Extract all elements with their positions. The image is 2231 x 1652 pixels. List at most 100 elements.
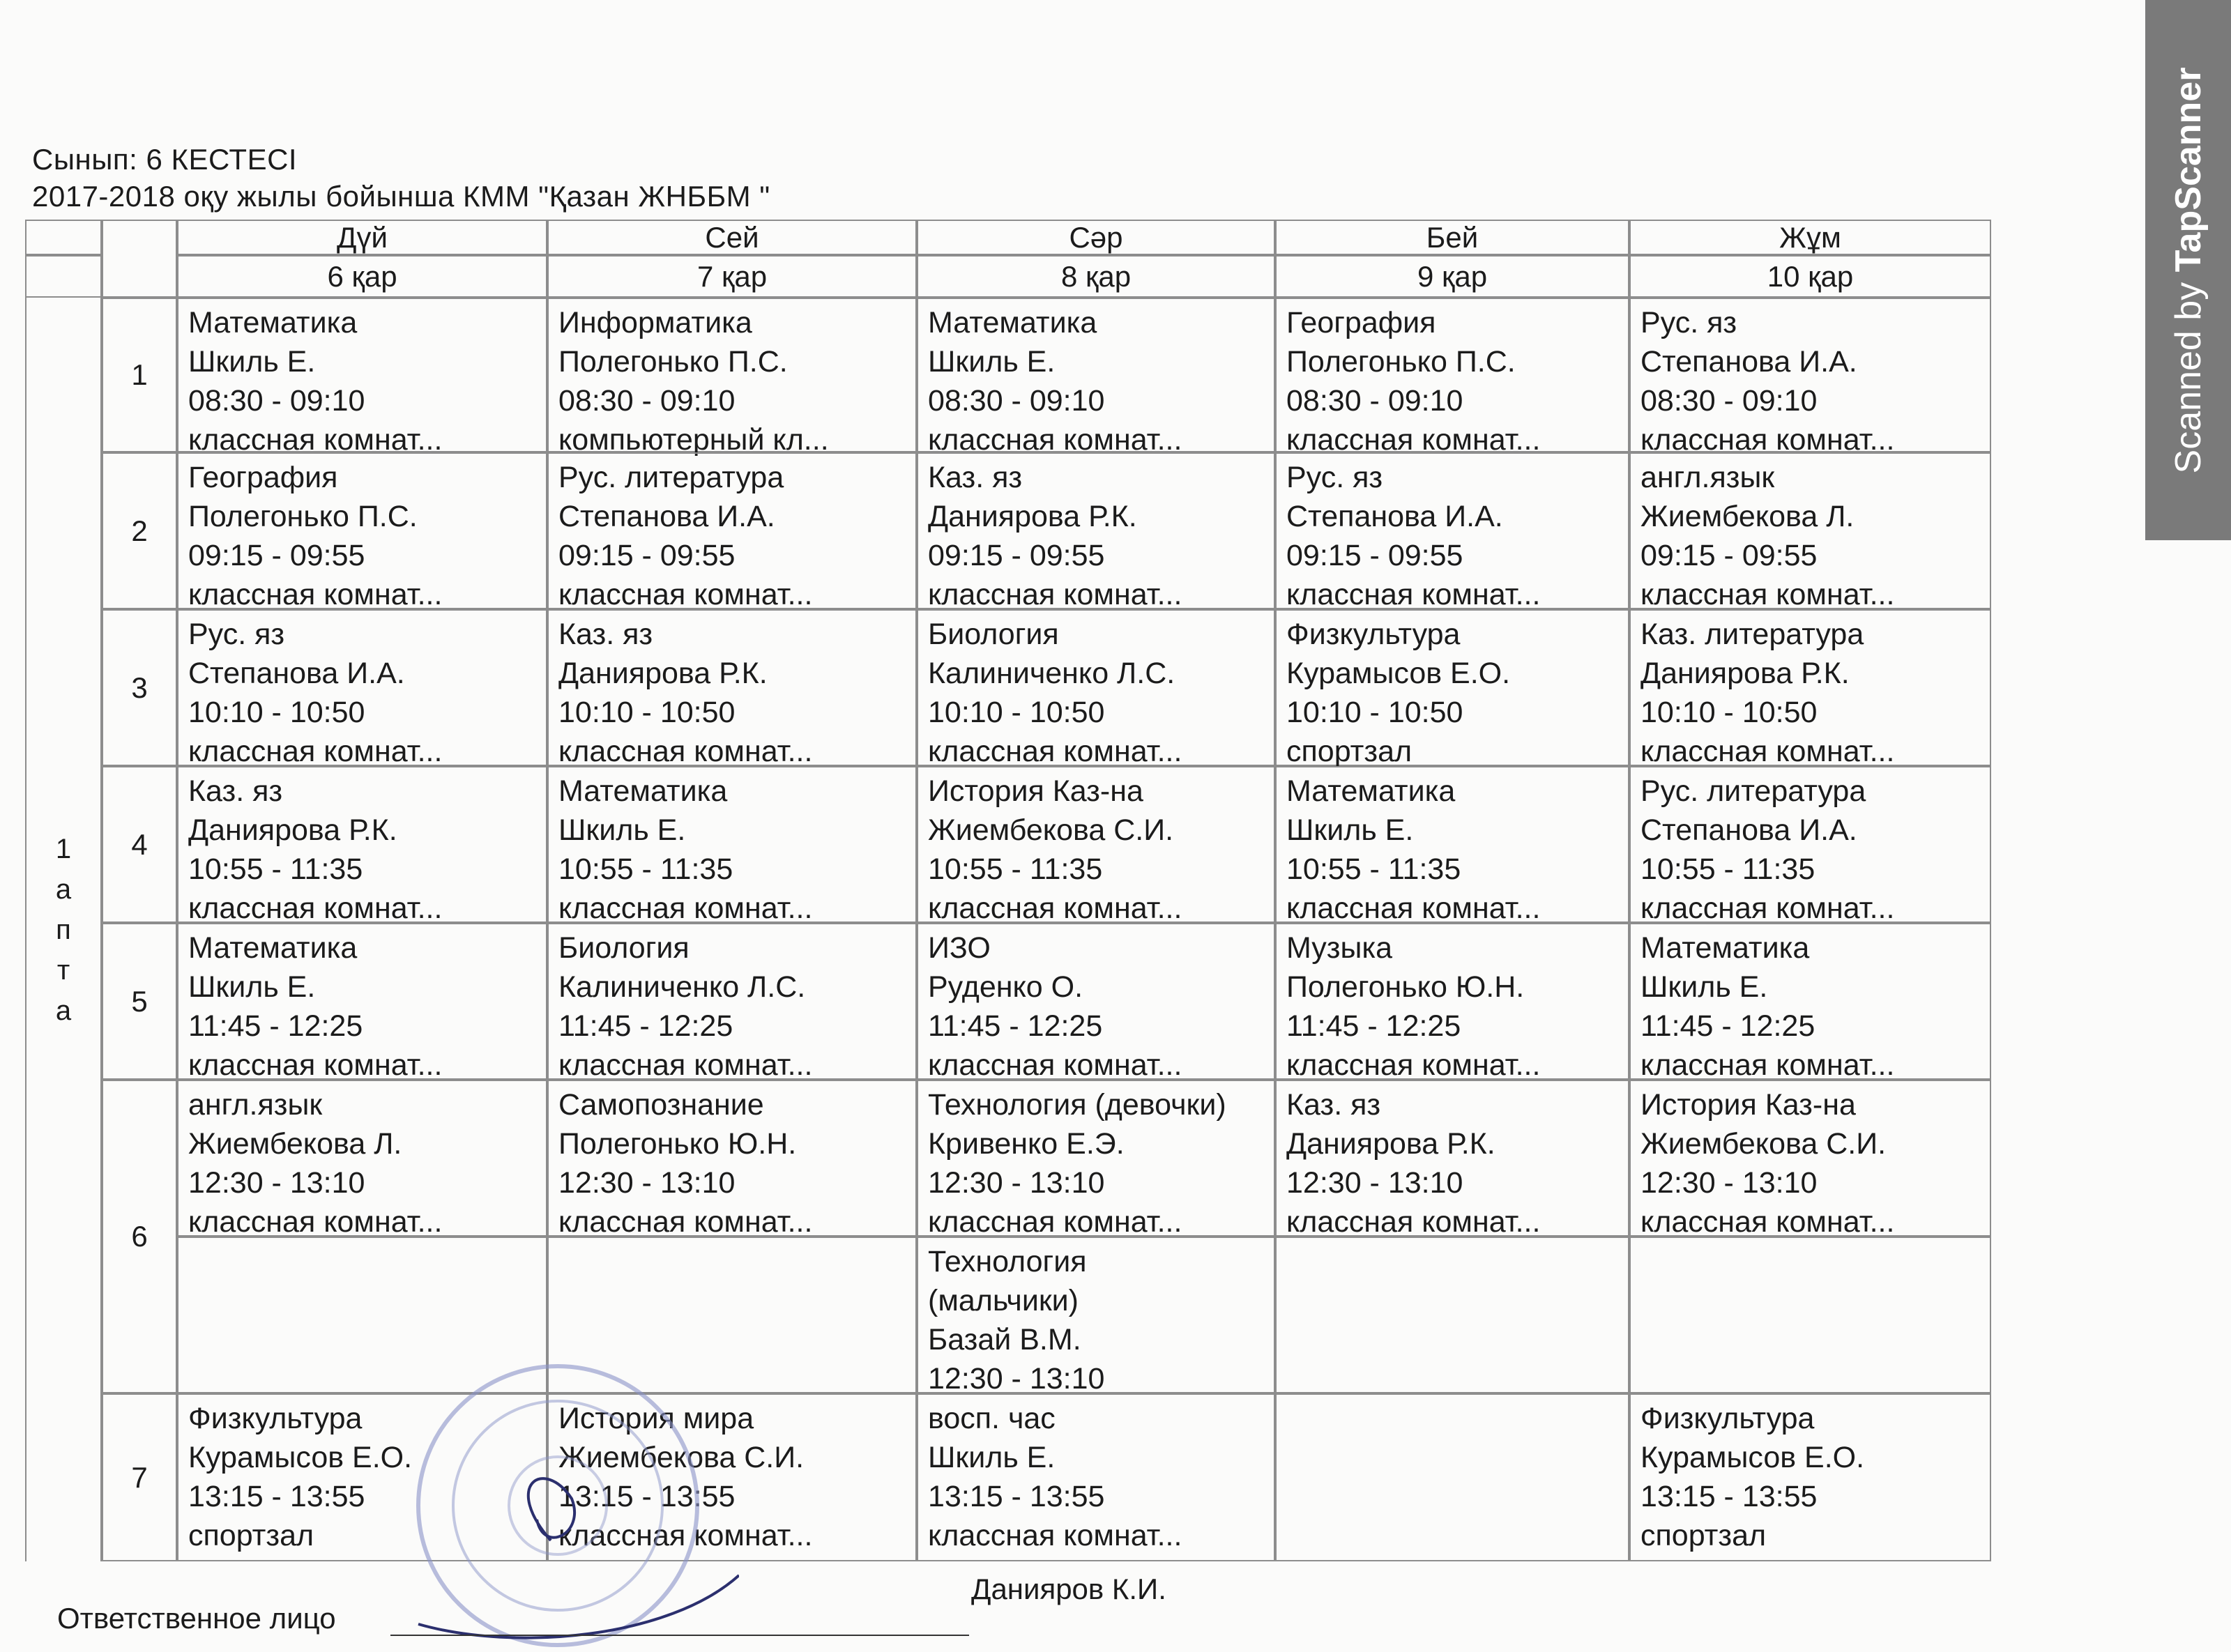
corner-cell	[25, 220, 102, 255]
lesson-line: 10:55 - 11:35	[1640, 852, 1815, 886]
lesson-line: Самопознание	[558, 1088, 764, 1122]
lesson-line: Жиембекова Л.	[1640, 500, 1855, 533]
lesson-line: Степанова И.А.	[188, 657, 405, 690]
day-header: Дүй	[177, 220, 547, 255]
lesson-line: Шкиль Е.	[558, 813, 686, 847]
lesson-line: Каз. яз	[558, 618, 653, 651]
lesson-cell: География Полегонько П.С. 08:30 - 09:10 кла…	[1275, 298, 1629, 457]
lesson-cell: Каз. литература Даниярова Р.К. 10:10 - 10:…	[1629, 609, 1991, 768]
lesson-line: Степанова И.А.	[1640, 813, 1857, 847]
lesson-line: Степанова И.А.	[1286, 500, 1503, 533]
lesson-line: 11:45 - 12:25	[1286, 1009, 1461, 1043]
lesson-line: Физкультура	[1640, 1402, 1815, 1435]
lesson-line: англ.язык	[1640, 461, 1775, 494]
lesson-cell: Каз. яз Даниярова Р.К. 12:30 - 13:10 классн…	[1275, 1080, 1629, 1239]
week-label: 1 апта	[55, 833, 72, 1026]
lesson-cell: Рус. яз Степанова И.А. 10:10 - 10:50 классн…	[177, 609, 547, 768]
lesson-line: Технология (девочки)	[928, 1088, 1226, 1122]
lesson-line: 10:10 - 10:50	[558, 696, 736, 729]
lesson-line: Математика	[928, 306, 1097, 339]
lesson-line: Рус. литература	[1640, 774, 1866, 808]
lesson-line: 10:10 - 10:50	[1640, 696, 1818, 729]
empty-lesson-cell	[1275, 1393, 1629, 1561]
lesson-line: классная комнат...	[558, 578, 813, 611]
lesson-line: История Каз-на	[928, 774, 1143, 808]
lesson-line: Жиембекова С.И.	[558, 1441, 805, 1474]
lesson-cell: Самопознание Полегонько Ю.Н. 12:30 - 13:10…	[547, 1080, 917, 1239]
lesson-line: Полегонько Ю.Н.	[558, 1127, 797, 1161]
lesson-cell: Математика Шкиль Е. 10:55 - 11:35 классная …	[1275, 766, 1629, 925]
lesson-cell: Музыка Полегонько Ю.Н. 11:45 - 12:25 классн…	[1275, 923, 1629, 1082]
lesson-line: 13:15 - 13:55	[558, 1480, 736, 1513]
lesson-number: 5	[102, 923, 177, 1080]
week-label-cell: 1 апта	[25, 298, 102, 1561]
lesson-line: 11:45 - 12:25	[558, 1009, 733, 1043]
lesson-line: Каз. яз	[1286, 1088, 1381, 1122]
lesson-line: спортзал	[188, 1519, 314, 1552]
lesson-line: классная комнат...	[188, 735, 443, 768]
lesson-line: спортзал	[1640, 1519, 1767, 1552]
lesson-line: классная комнат...	[1640, 423, 1895, 457]
lesson-cell: Информатика Полегонько П.С. 08:30 - 09:10 к…	[547, 298, 917, 457]
signature-line	[390, 1635, 969, 1636]
lesson-cell: восп. час Шкиль Е. 13:15 - 13:55 классная к…	[917, 1393, 1275, 1561]
lesson-line: 10:10 - 10:50	[928, 696, 1105, 729]
lesson-line: классная комнат...	[558, 1048, 813, 1082]
lesson-line: Технология	[928, 1245, 1087, 1278]
lesson-line: классная комнат...	[1286, 423, 1541, 457]
lesson-cell: Рус. яз Степанова И.А. 08:30 - 09:10 классн…	[1629, 298, 1991, 457]
lesson-line: Каз. яз	[188, 774, 283, 808]
lesson-line: (мальчики)	[928, 1284, 1079, 1317]
date-header: 7 қар	[547, 255, 917, 298]
lesson-line: 12:30 - 13:10	[1640, 1166, 1818, 1200]
lesson-line: 10:55 - 11:35	[558, 852, 733, 886]
lesson-cell: Математика Шкиль Е. 10:55 - 11:35 классная …	[547, 766, 917, 925]
lesson-line: Жиембекова Л.	[188, 1127, 402, 1161]
lesson-line: Степанова И.А.	[558, 500, 775, 533]
lesson-line: Математика	[558, 774, 728, 808]
lesson-line: Физкультура	[188, 1402, 363, 1435]
lesson-line: Биология	[928, 618, 1059, 651]
lesson-cell: Биология Калиниченко Л.С. 10:10 - 10:50 кла…	[917, 609, 1275, 768]
lesson-line: классная комнат...	[1286, 1048, 1541, 1082]
lesson-line: компьютерный кл...	[558, 423, 829, 457]
lesson-cell: Рус. яз Степанова И.А. 09:15 - 09:55 классн…	[1275, 452, 1629, 611]
lesson-line: Математика	[188, 931, 358, 965]
date-header: 9 қар	[1275, 255, 1629, 298]
date-header: 10 қар	[1629, 255, 1991, 298]
lesson-line: классная комнат...	[928, 1048, 1182, 1082]
school-year-title: 2017-2018 оқу жылы бойынша КММ "Қазан ЖН…	[32, 180, 770, 213]
lesson-line: классная комнат...	[188, 1205, 443, 1239]
lesson-line: Полегонько П.С.	[558, 345, 788, 378]
lesson-line: 08:30 - 09:10	[928, 384, 1105, 418]
lesson-line: 10:10 - 10:50	[188, 696, 365, 729]
lesson-line: Курамысов Е.О.	[188, 1441, 413, 1474]
lesson-cell: Технология (мальчики) Базай В.М. 12:30 - 13…	[917, 1237, 1275, 1395]
lesson-line: классная комнат...	[1640, 892, 1895, 925]
lesson-line: восп. час	[928, 1402, 1056, 1435]
lesson-line: Информатика	[558, 306, 752, 339]
lesson-line: 08:30 - 09:10	[558, 384, 736, 418]
lesson-line: 08:30 - 09:10	[1640, 384, 1818, 418]
lesson-line: 10:55 - 11:35	[188, 852, 363, 886]
lesson-line: ИЗО	[928, 931, 991, 965]
lesson-line: классная комнат...	[1640, 735, 1895, 768]
lesson-cell: Физкультура Курамысов Е.О. 13:15 - 13:55 сп…	[177, 1393, 547, 1561]
lesson-line: классная комнат...	[188, 423, 443, 457]
lesson-line: классная комнат...	[558, 1205, 813, 1239]
lesson-line: классная комнат...	[1286, 1205, 1541, 1239]
lesson-line: Курамысов Е.О.	[1640, 1441, 1865, 1474]
date-header: 8 қар	[917, 255, 1275, 298]
lesson-line: Рус. яз	[1640, 306, 1737, 339]
lesson-line: классная комнат...	[1640, 1205, 1895, 1239]
lesson-line: Жиембекова С.И.	[928, 813, 1174, 847]
lesson-cell: Математика Шкиль Е. 11:45 - 12:25 классная …	[1629, 923, 1991, 1082]
lesson-line: классная комнат...	[558, 1519, 813, 1552]
lesson-line: Шкиль Е.	[1640, 970, 1768, 1004]
lesson-line: Шкиль Е.	[188, 345, 316, 378]
empty-lesson-cell	[177, 1237, 547, 1393]
lesson-line: 12:30 - 13:10	[188, 1166, 365, 1200]
lesson-line: классная комнат...	[188, 578, 443, 611]
lesson-cell: Математика Шкиль Е. 08:30 - 09:10 классная …	[177, 298, 547, 457]
lesson-line: Каз. яз	[928, 461, 1023, 494]
